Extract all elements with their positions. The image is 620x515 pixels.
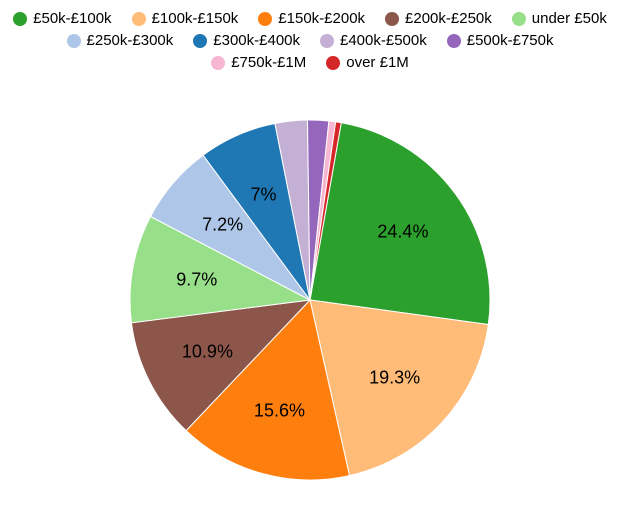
legend-swatch <box>132 12 146 26</box>
chart-container: £50k-£100k £100k-£150k £150k-£200k £200k-£2… <box>0 0 620 510</box>
slice-label: 24.4% <box>377 222 428 243</box>
legend-label: £750k-£1M <box>231 52 306 74</box>
legend-item: £500k-£750k <box>447 30 554 52</box>
legend-item: £150k-£200k <box>258 8 365 30</box>
legend-swatch <box>326 56 340 70</box>
slice-label: 15.6% <box>254 400 305 421</box>
legend-swatch <box>258 12 272 26</box>
legend-item: £200k-£250k <box>385 8 492 30</box>
legend-label: £150k-£200k <box>278 8 365 30</box>
legend-swatch <box>193 34 207 48</box>
legend-swatch <box>13 12 27 26</box>
legend-swatch <box>67 34 81 48</box>
legend-swatch <box>211 56 225 70</box>
slice-label: 9.7% <box>176 269 217 290</box>
legend-item: £250k-£300k <box>67 30 174 52</box>
legend-label: £400k-£500k <box>340 30 427 52</box>
legend-label: £300k-£400k <box>213 30 300 52</box>
slice-label: 7.2% <box>202 215 243 236</box>
legend-swatch <box>385 12 399 26</box>
slice-label: 7% <box>251 184 277 205</box>
legend: £50k-£100k £100k-£150k £150k-£200k £200k-£2… <box>0 8 620 74</box>
legend-item: £50k-£100k <box>13 8 111 30</box>
legend-swatch <box>512 12 526 26</box>
legend-label: £200k-£250k <box>405 8 492 30</box>
legend-label: £50k-£100k <box>33 8 111 30</box>
legend-item: over £1M <box>326 52 409 74</box>
pie-chart: 24.4% 19.3% 15.6% 10.9% 9.7% 7.2% 7% <box>0 90 620 510</box>
legend-item: £400k-£500k <box>320 30 427 52</box>
legend-swatch <box>447 34 461 48</box>
legend-label: under £50k <box>532 8 607 30</box>
legend-item: under £50k <box>512 8 607 30</box>
legend-label: £500k-£750k <box>467 30 554 52</box>
legend-label: £100k-£150k <box>152 8 239 30</box>
slice-label: 10.9% <box>182 342 233 363</box>
legend-swatch <box>320 34 334 48</box>
legend-item: £100k-£150k <box>132 8 239 30</box>
legend-item: £300k-£400k <box>193 30 300 52</box>
legend-item: £750k-£1M <box>211 52 306 74</box>
legend-label: £250k-£300k <box>87 30 174 52</box>
slice-label: 19.3% <box>369 367 420 388</box>
legend-label: over £1M <box>346 52 409 74</box>
